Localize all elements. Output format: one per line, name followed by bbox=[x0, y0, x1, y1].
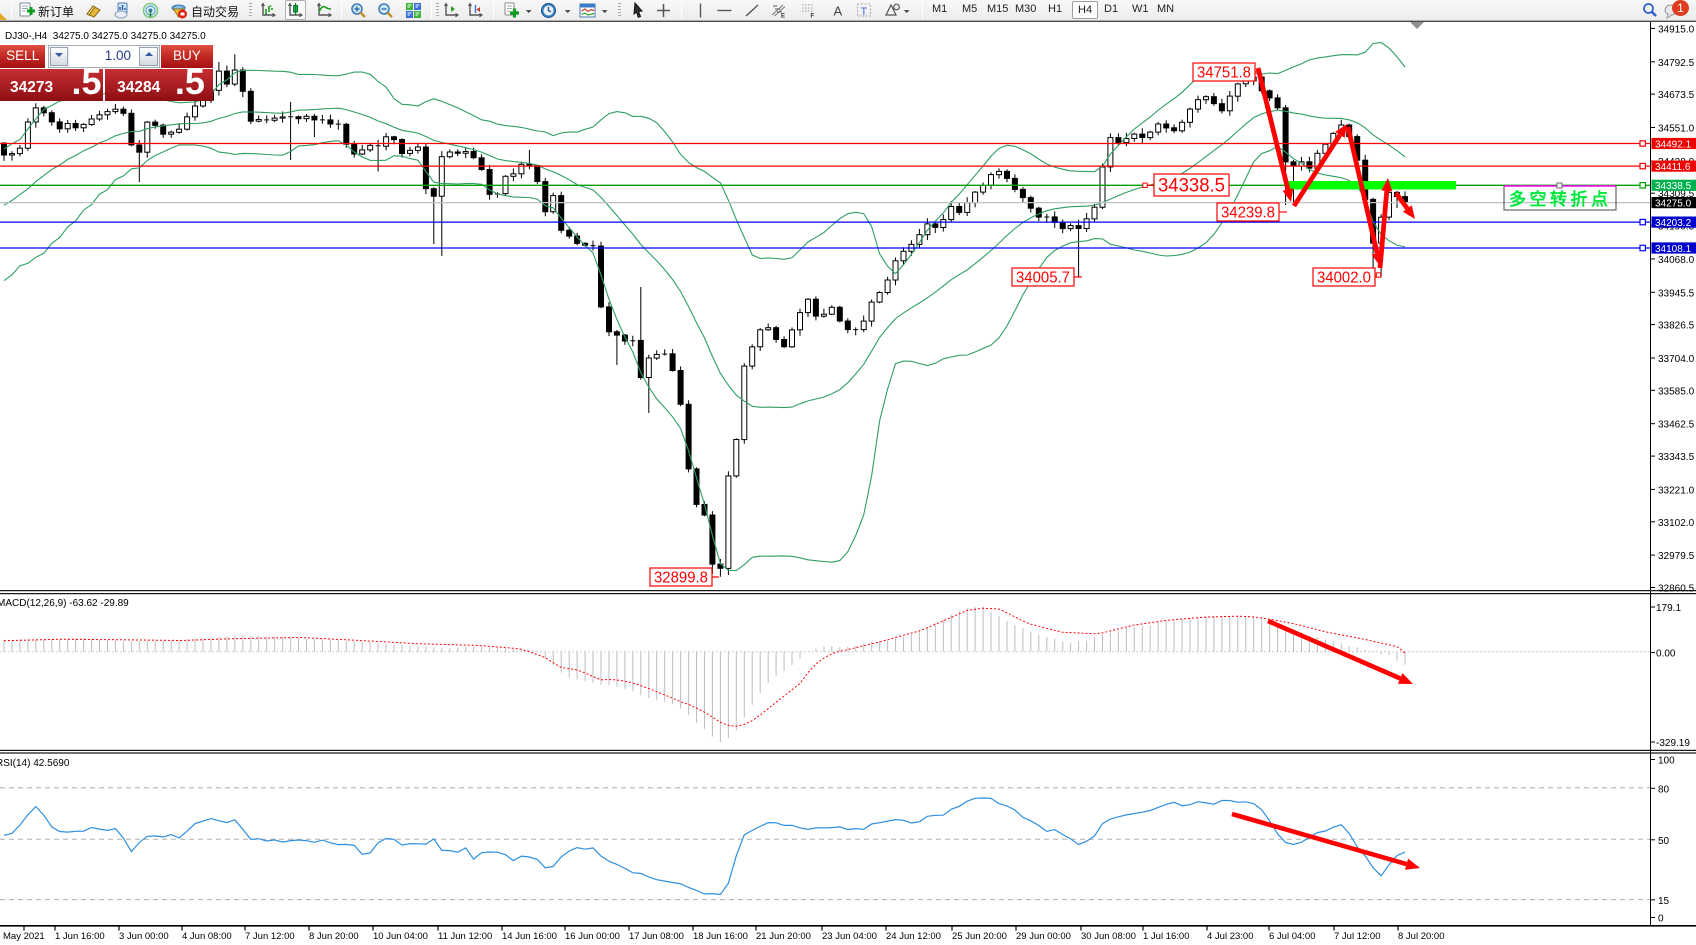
svg-text:24 Jun 12:00: 24 Jun 12:00 bbox=[886, 931, 941, 942]
svg-text:34492.1: 34492.1 bbox=[1655, 139, 1692, 150]
svg-text:34309.5: 34309.5 bbox=[1658, 189, 1695, 200]
svg-text:3 Jun 00:00: 3 Jun 00:00 bbox=[119, 931, 169, 942]
svg-text:A: A bbox=[834, 4, 843, 19]
svg-text:34673.5: 34673.5 bbox=[1658, 90, 1695, 101]
svg-text:1 Jun 16:00: 1 Jun 16:00 bbox=[55, 931, 105, 942]
svg-text:DJ30-,H4 34275.0 34275.0 3427: DJ30-,H4 34275.0 34275.0 34275.0 34275.0 bbox=[5, 31, 206, 42]
svg-text:34551.0: 34551.0 bbox=[1658, 124, 1695, 135]
svg-text:4 Jul 23:00: 4 Jul 23:00 bbox=[1207, 931, 1253, 942]
svg-text:F: F bbox=[811, 14, 815, 20]
svg-text:179.1: 179.1 bbox=[1656, 603, 1681, 614]
svg-text:8 Jul 20:00: 8 Jul 20:00 bbox=[1398, 931, 1444, 942]
svg-text:34751.8: 34751.8 bbox=[1197, 64, 1251, 81]
svg-text:34005.7: 34005.7 bbox=[1016, 269, 1070, 286]
svg-text:32860.5: 32860.5 bbox=[1658, 584, 1695, 595]
svg-text:15: 15 bbox=[1658, 896, 1670, 907]
svg-text:8 Jun 20:00: 8 Jun 20:00 bbox=[309, 931, 359, 942]
svg-text:33102.0: 33102.0 bbox=[1658, 518, 1695, 529]
svg-text:32979.5: 32979.5 bbox=[1658, 551, 1695, 562]
svg-text:E: E bbox=[781, 14, 785, 20]
svg-text:33462.5: 33462.5 bbox=[1658, 420, 1695, 431]
svg-text:-329.19: -329.19 bbox=[1656, 738, 1690, 749]
svg-text:100: 100 bbox=[1658, 756, 1675, 767]
svg-text:32899.8: 32899.8 bbox=[654, 569, 708, 586]
svg-text:33585.0: 33585.0 bbox=[1658, 386, 1695, 397]
svg-text:29 Jun 00:00: 29 Jun 00:00 bbox=[1016, 931, 1071, 942]
svg-text:18 Jun 16:00: 18 Jun 16:00 bbox=[693, 931, 748, 942]
svg-text:34108.1: 34108.1 bbox=[1655, 244, 1692, 255]
svg-text:50: 50 bbox=[1658, 836, 1670, 847]
svg-text:34792.5: 34792.5 bbox=[1658, 58, 1695, 69]
svg-text:34338.5: 34338.5 bbox=[1158, 175, 1225, 196]
svg-text:MACD(12,26,9) -63.62 -29.89: MACD(12,26,9) -63.62 -29.89 bbox=[0, 598, 129, 609]
svg-text:33343.5: 33343.5 bbox=[1658, 452, 1695, 463]
svg-text:4 Jun 08:00: 4 Jun 08:00 bbox=[182, 931, 232, 942]
svg-text:11 Jun 12:00: 11 Jun 12:00 bbox=[438, 931, 492, 942]
svg-text:10 Jun 04:00: 10 Jun 04:00 bbox=[373, 931, 428, 942]
svg-text:7 Jul 12:00: 7 Jul 12:00 bbox=[1334, 931, 1380, 942]
svg-text:34338.5: 34338.5 bbox=[1655, 181, 1692, 192]
svg-text:34275.0: 34275.0 bbox=[1655, 198, 1692, 209]
svg-text:多空转折点: 多空转折点 bbox=[1509, 189, 1612, 209]
svg-text:16 Jun 00:00: 16 Jun 00:00 bbox=[565, 931, 620, 942]
svg-text:34002.0: 34002.0 bbox=[1317, 269, 1371, 286]
svg-text:34915.0: 34915.0 bbox=[1658, 24, 1695, 35]
svg-text:34239.8: 34239.8 bbox=[1221, 204, 1275, 221]
svg-text:T: T bbox=[861, 6, 868, 18]
svg-text:33826.5: 33826.5 bbox=[1658, 321, 1695, 332]
svg-text:RSI(14) 42.5690: RSI(14) 42.5690 bbox=[0, 758, 70, 769]
svg-text:May 2021: May 2021 bbox=[3, 931, 45, 942]
svg-text:34411.6: 34411.6 bbox=[1655, 162, 1691, 173]
svg-text:25 Jun 20:00: 25 Jun 20:00 bbox=[952, 931, 1007, 942]
svg-text:0: 0 bbox=[1658, 914, 1664, 925]
svg-text:33945.5: 33945.5 bbox=[1658, 288, 1695, 299]
svg-text:23 Jun 04:00: 23 Jun 04:00 bbox=[822, 931, 877, 942]
svg-text:17 Jun 08:00: 17 Jun 08:00 bbox=[629, 931, 684, 942]
svg-text:33704.0: 33704.0 bbox=[1658, 354, 1695, 365]
svg-text:30 Jun 08:00: 30 Jun 08:00 bbox=[1081, 931, 1136, 942]
svg-text:80: 80 bbox=[1658, 784, 1670, 795]
svg-text:34068.0: 34068.0 bbox=[1658, 255, 1695, 266]
svg-text:7 Jun 12:00: 7 Jun 12:00 bbox=[245, 931, 295, 942]
svg-text:21 Jun 20:00: 21 Jun 20:00 bbox=[756, 931, 811, 942]
svg-text:0.00: 0.00 bbox=[1656, 649, 1676, 660]
svg-text:33221.0: 33221.0 bbox=[1658, 485, 1695, 496]
svg-text:6 Jul 04:00: 6 Jul 04:00 bbox=[1269, 931, 1315, 942]
svg-text:1 Jul 16:00: 1 Jul 16:00 bbox=[1143, 931, 1189, 942]
svg-text:14 Jun 16:00: 14 Jun 16:00 bbox=[502, 931, 557, 942]
svg-text:34203.2: 34203.2 bbox=[1655, 218, 1692, 229]
